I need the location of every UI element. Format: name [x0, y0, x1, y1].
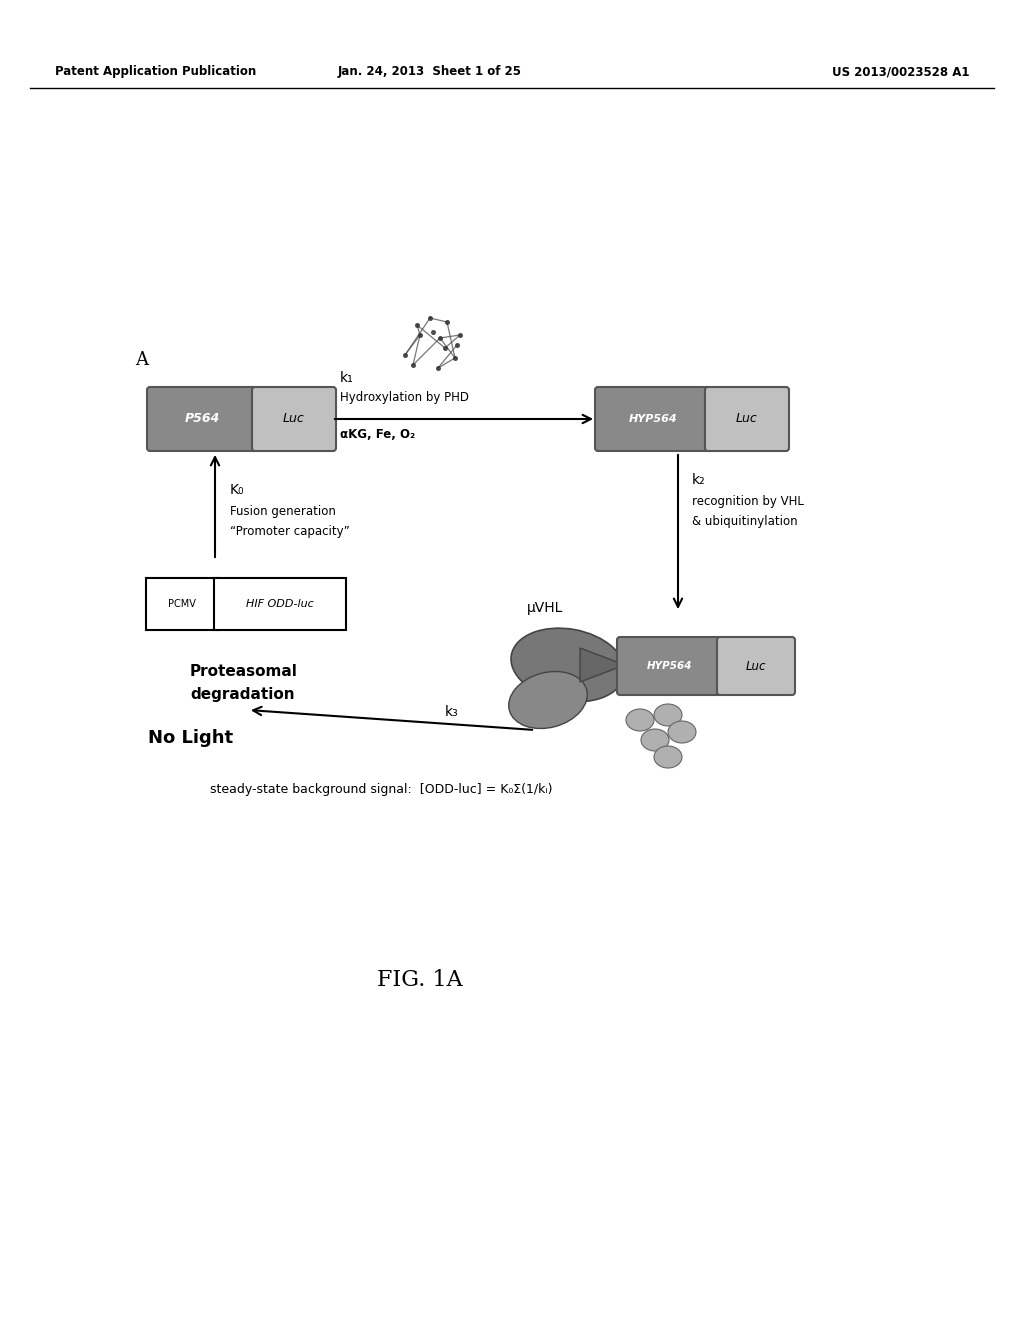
Text: Luc: Luc — [745, 660, 766, 672]
Text: Patent Application Publication: Patent Application Publication — [55, 66, 256, 78]
Text: αKG, Fe, O₂: αKG, Fe, O₂ — [340, 429, 415, 441]
Text: K₀: K₀ — [230, 483, 245, 498]
Text: recognition by VHL: recognition by VHL — [692, 495, 804, 508]
Text: degradation: degradation — [190, 686, 295, 701]
Text: FIG. 1A: FIG. 1A — [377, 969, 463, 991]
FancyBboxPatch shape — [617, 638, 723, 696]
Text: k₂: k₂ — [692, 473, 706, 487]
Text: No Light: No Light — [148, 729, 233, 747]
Point — [397, 345, 414, 366]
Text: HYP564: HYP564 — [629, 414, 677, 424]
FancyBboxPatch shape — [146, 578, 218, 630]
Ellipse shape — [641, 729, 669, 751]
FancyBboxPatch shape — [252, 387, 336, 451]
Ellipse shape — [511, 628, 625, 702]
Text: μVHL: μVHL — [526, 601, 563, 615]
Point — [412, 325, 428, 346]
Text: Proteasomal: Proteasomal — [190, 664, 298, 680]
Text: Luc: Luc — [283, 412, 305, 425]
Text: Fusion generation: Fusion generation — [230, 506, 336, 519]
Ellipse shape — [509, 672, 588, 729]
Text: Hydroxylation by PHD: Hydroxylation by PHD — [340, 392, 469, 404]
Text: Jan. 24, 2013  Sheet 1 of 25: Jan. 24, 2013 Sheet 1 of 25 — [338, 66, 522, 78]
Ellipse shape — [668, 721, 696, 743]
Text: & ubiquitinylation: & ubiquitinylation — [692, 516, 798, 528]
FancyBboxPatch shape — [595, 387, 711, 451]
Text: HIF ODD-luc: HIF ODD-luc — [246, 599, 314, 609]
Text: A: A — [135, 351, 148, 370]
Text: P564: P564 — [184, 412, 220, 425]
Point — [452, 325, 468, 346]
FancyBboxPatch shape — [705, 387, 790, 451]
Point — [404, 355, 421, 376]
Point — [409, 314, 425, 335]
Point — [449, 334, 465, 355]
Text: PCMV: PCMV — [168, 599, 196, 609]
Point — [437, 338, 454, 359]
FancyBboxPatch shape — [147, 387, 258, 451]
Text: steady-state background signal:  [ODD-luc] = K₀Σ(1/kᵢ): steady-state background signal: [ODD-luc… — [210, 784, 553, 796]
FancyBboxPatch shape — [717, 638, 795, 696]
Point — [422, 308, 438, 329]
Text: US 2013/0023528 A1: US 2013/0023528 A1 — [833, 66, 970, 78]
Text: “Promoter capacity”: “Promoter capacity” — [230, 525, 350, 539]
Polygon shape — [580, 648, 625, 682]
Text: k₃: k₃ — [445, 705, 459, 719]
Ellipse shape — [626, 709, 654, 731]
Point — [432, 327, 449, 348]
Point — [439, 312, 456, 333]
Ellipse shape — [654, 704, 682, 726]
Text: k₁: k₁ — [340, 371, 353, 385]
FancyBboxPatch shape — [214, 578, 346, 630]
Ellipse shape — [654, 746, 682, 768]
Point — [430, 358, 446, 379]
Point — [425, 322, 441, 343]
Text: HYP564: HYP564 — [647, 661, 693, 671]
Text: Luc: Luc — [736, 412, 758, 425]
Point — [446, 347, 463, 368]
